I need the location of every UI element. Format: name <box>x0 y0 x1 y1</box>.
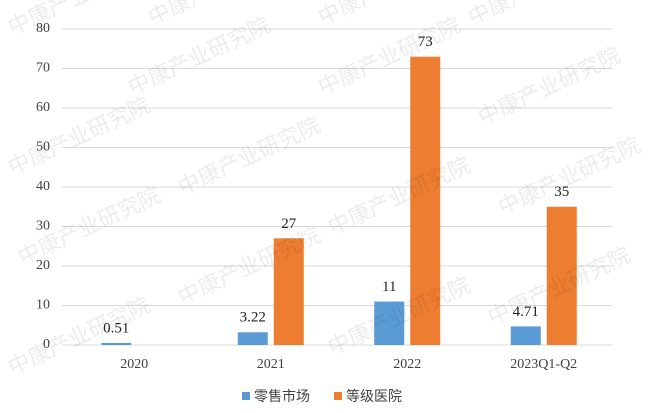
value-label: 0.51 <box>103 320 129 336</box>
watermark: 中康产业研究院 <box>125 13 275 101</box>
bar <box>273 238 304 345</box>
watermark: 中康产业研究院 <box>175 113 325 201</box>
bar <box>101 342 132 345</box>
y-tick-label: 10 <box>36 298 50 313</box>
y-tick-label: 20 <box>36 258 50 273</box>
x-tick-label: 2023Q1-Q2 <box>510 357 577 372</box>
y-tick-label: 80 <box>36 21 50 36</box>
y-tick-label: 40 <box>36 179 50 194</box>
watermark: 中康产业研究院 <box>315 13 465 101</box>
value-label: 3.22 <box>240 310 266 326</box>
value-label: 11 <box>382 279 396 295</box>
bar <box>410 56 441 346</box>
value-label: 4.71 <box>513 304 539 320</box>
value-label: 35 <box>554 184 569 200</box>
x-tick-label: 2020 <box>120 357 148 372</box>
bar <box>374 301 405 345</box>
value-label: 27 <box>281 216 297 232</box>
y-tick-label: 60 <box>36 100 50 115</box>
watermark: 中康产业研究院 <box>325 273 475 361</box>
y-tick-label: 70 <box>36 61 50 76</box>
bar <box>237 332 268 345</box>
bar <box>510 326 541 345</box>
watermark: 中康产业研究院 <box>475 43 625 131</box>
watermark: 中康产业研究院 <box>5 0 155 41</box>
legend-label: 等级医院 <box>346 388 402 405</box>
y-tick-label: 50 <box>36 140 50 155</box>
legend-swatch <box>334 392 342 400</box>
legend-label: 零售市场 <box>254 388 310 405</box>
x-tick-label: 2021 <box>257 357 285 372</box>
value-label: 73 <box>418 34 433 50</box>
x-tick-label: 2022 <box>393 357 421 372</box>
watermark: 中康产业研究院 <box>5 93 155 181</box>
bar <box>546 206 577 345</box>
watermark: 中康产业研究院 <box>145 0 295 31</box>
watermark: 中康产业研究院 <box>325 153 475 241</box>
legend-swatch <box>242 392 250 400</box>
y-tick-label: 0 <box>43 337 50 352</box>
y-tick-label: 30 <box>36 219 50 234</box>
watermark: 中康产业研究院 <box>465 0 615 31</box>
